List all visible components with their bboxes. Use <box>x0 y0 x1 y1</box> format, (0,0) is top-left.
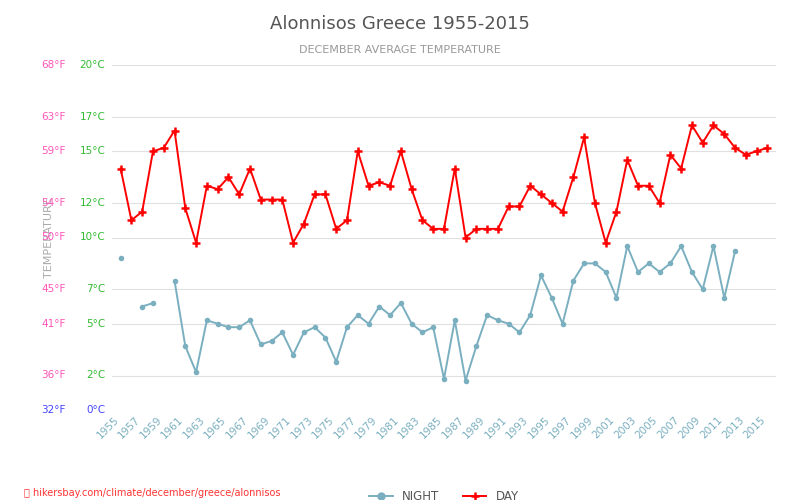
Text: 54°F: 54°F <box>41 198 66 208</box>
Text: 36°F: 36°F <box>41 370 66 380</box>
Text: 7°C: 7°C <box>86 284 106 294</box>
Text: 45°F: 45°F <box>41 284 66 294</box>
Text: 5°C: 5°C <box>86 319 106 329</box>
Text: 0°C: 0°C <box>86 405 106 415</box>
Text: 12°C: 12°C <box>79 198 106 208</box>
Y-axis label: TEMPERATURE: TEMPERATURE <box>44 197 54 278</box>
Text: 17°C: 17°C <box>79 112 106 122</box>
Text: 63°F: 63°F <box>41 112 66 122</box>
Text: 50°F: 50°F <box>42 232 66 242</box>
Text: 32°F: 32°F <box>41 405 66 415</box>
Text: 59°F: 59°F <box>41 146 66 156</box>
Legend: NIGHT, DAY: NIGHT, DAY <box>364 485 524 500</box>
Text: 20°C: 20°C <box>80 60 106 70</box>
Text: 41°F: 41°F <box>41 319 66 329</box>
Text: 15°C: 15°C <box>79 146 106 156</box>
Text: 10°C: 10°C <box>80 232 106 242</box>
Text: 2°C: 2°C <box>86 370 106 380</box>
Text: 📍 hikersbay.com/climate/december/greece/alonnisos: 📍 hikersbay.com/climate/december/greece/… <box>24 488 281 498</box>
Text: DECEMBER AVERAGE TEMPERATURE: DECEMBER AVERAGE TEMPERATURE <box>299 45 501 55</box>
Text: Alonnisos Greece 1955-2015: Alonnisos Greece 1955-2015 <box>270 15 530 33</box>
Text: 68°F: 68°F <box>41 60 66 70</box>
